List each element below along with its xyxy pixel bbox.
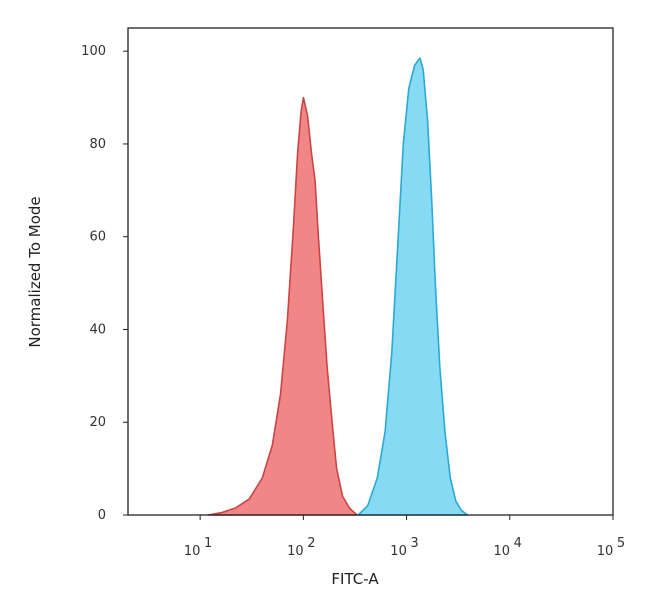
x-tick-label: 10 [494,544,511,559]
y-axis-title: Normalized To Mode [26,196,44,347]
y-tick-label: 60 [89,230,106,245]
y-tick-label: 20 [89,415,106,430]
x-tick-label: 10 [390,544,407,559]
x-tick-exponent: 4 [514,536,522,551]
plot-area [207,57,469,516]
x-tick-label: 10 [597,544,614,559]
histogram-series-2 [357,57,469,516]
x-tick-exponent: 5 [617,536,625,551]
x-tick-exponent: 1 [204,536,212,551]
y-axis: 0 20 40 60 80 100 [81,44,128,523]
y-tick-label: 80 [89,137,106,152]
plot-frame [127,27,614,516]
x-tick-exponent: 2 [307,536,315,551]
y-tick-label: 0 [98,508,106,523]
x-axis-title: FITC-A [331,570,379,588]
y-tick-label: 100 [81,44,106,59]
y-tick-label: 40 [89,322,106,337]
histogram-series-1 [207,96,358,516]
x-tick-label: 10 [184,544,201,559]
x-tick-label: 10 [287,544,304,559]
x-tick-exponent: 3 [410,536,418,551]
